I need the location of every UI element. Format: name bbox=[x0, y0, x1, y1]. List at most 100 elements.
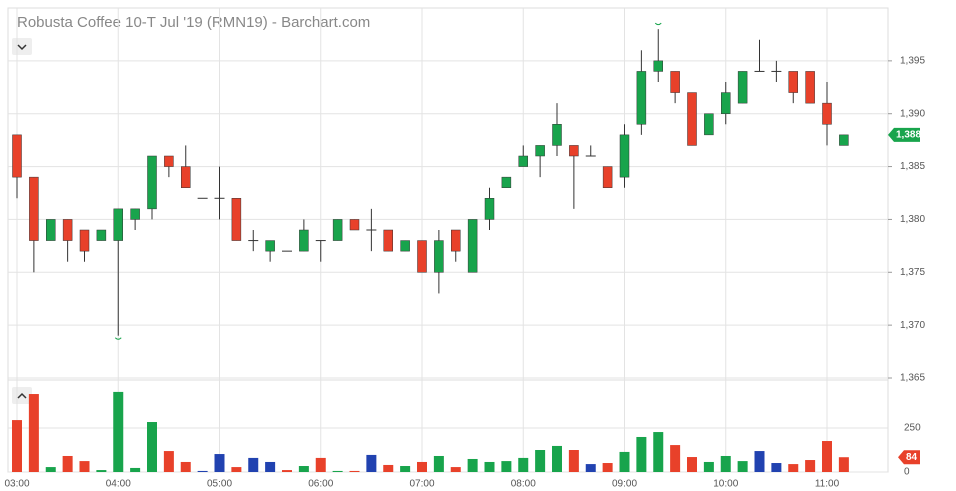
candle-body bbox=[400, 240, 410, 252]
volume-tick-label: 0 bbox=[904, 467, 910, 478]
volume-bar bbox=[417, 461, 427, 472]
y-tick-label: 1,385 bbox=[900, 161, 925, 172]
volume-bar bbox=[484, 461, 495, 472]
volume-bar bbox=[585, 464, 596, 472]
candle-body bbox=[62, 219, 73, 241]
candle-body bbox=[788, 71, 798, 93]
volume-bar bbox=[771, 463, 782, 472]
candle-body bbox=[484, 198, 495, 220]
volume-bar bbox=[62, 455, 73, 472]
candle-body bbox=[417, 240, 427, 273]
candle-body bbox=[434, 240, 444, 273]
volume-bar bbox=[315, 457, 326, 472]
candle-body bbox=[535, 145, 545, 157]
volume-bar bbox=[552, 445, 562, 472]
candle-body bbox=[46, 219, 56, 241]
volume-bar bbox=[670, 445, 681, 472]
x-tick-label: 05:00 bbox=[207, 479, 232, 490]
volume-bar bbox=[79, 461, 90, 472]
candle-body bbox=[130, 208, 140, 220]
candle-body bbox=[265, 240, 275, 252]
y-tick-label: 1,365 bbox=[900, 373, 925, 384]
volume-bar bbox=[113, 391, 124, 472]
volume-bar bbox=[602, 463, 613, 472]
candle-body bbox=[619, 134, 630, 178]
last-volume-tag-bg bbox=[898, 450, 920, 465]
volume-bar bbox=[214, 454, 225, 472]
volume-bar bbox=[501, 461, 512, 472]
last-price-tag: 1,388 bbox=[896, 129, 921, 140]
plot-frame bbox=[7, 7, 889, 473]
volume-bar bbox=[805, 460, 816, 472]
candle-body bbox=[653, 60, 663, 72]
y-tick-label: 1,380 bbox=[900, 214, 925, 225]
candle-body bbox=[822, 102, 832, 125]
volume-bar bbox=[720, 455, 731, 472]
candle-body bbox=[602, 166, 613, 188]
volume-bar bbox=[636, 436, 647, 472]
candle-body bbox=[636, 71, 647, 125]
candle-body bbox=[79, 229, 90, 252]
candle-body bbox=[737, 71, 748, 104]
candle-body bbox=[839, 134, 849, 146]
candle-body bbox=[687, 92, 697, 146]
candle-body bbox=[231, 198, 242, 241]
x-tick-label: 10:00 bbox=[713, 479, 738, 490]
volume-bar bbox=[687, 457, 697, 472]
volume-bar bbox=[96, 470, 107, 472]
candle-body bbox=[467, 219, 478, 273]
y-tick-label: 1,370 bbox=[900, 320, 925, 331]
x-tick-label: 11:00 bbox=[815, 479, 840, 490]
candle-body bbox=[181, 166, 191, 188]
volume-bar bbox=[298, 466, 309, 472]
y-tick-label: 1,395 bbox=[900, 55, 925, 66]
candle-body bbox=[451, 229, 461, 252]
volume-bar bbox=[822, 441, 832, 472]
candle-body bbox=[29, 176, 39, 241]
volume-bar bbox=[265, 461, 276, 472]
y-tick-label: 1,390 bbox=[900, 108, 925, 119]
candle-body bbox=[552, 124, 562, 146]
volume-bar bbox=[147, 422, 157, 472]
candle-body bbox=[96, 229, 107, 241]
candle-body bbox=[670, 71, 680, 93]
volume-bar bbox=[400, 466, 411, 472]
candle-body bbox=[12, 134, 22, 178]
volume-bar bbox=[433, 455, 444, 472]
volume-bar bbox=[28, 394, 39, 472]
volume-bar bbox=[568, 450, 579, 472]
volume-bar bbox=[366, 454, 377, 472]
candle-body bbox=[164, 155, 174, 167]
collapse-button[interactable] bbox=[12, 38, 32, 55]
low-marker bbox=[114, 337, 122, 340]
volume-bar bbox=[788, 464, 799, 472]
x-tick-label: 07:00 bbox=[409, 479, 434, 490]
candle-body bbox=[518, 155, 528, 167]
chart-title: Robusta Coffee 10-T Jul '19 (RMN19) - Ba… bbox=[17, 14, 370, 31]
volume-bar bbox=[467, 458, 478, 472]
volume-bar bbox=[518, 457, 529, 472]
candle-body bbox=[147, 155, 157, 210]
volume-tick-label: 250 bbox=[904, 423, 921, 434]
last-volume-tag: 84 bbox=[906, 452, 918, 463]
candle-body bbox=[332, 219, 343, 241]
candle-body bbox=[805, 71, 815, 104]
volume-bar bbox=[349, 470, 360, 472]
x-tick-label: 04:00 bbox=[106, 479, 131, 490]
candle-body bbox=[704, 113, 714, 136]
volume-bar bbox=[838, 457, 849, 472]
volume-bar bbox=[197, 470, 208, 472]
x-tick-label: 03:00 bbox=[4, 479, 29, 490]
volume-bar bbox=[180, 461, 191, 472]
volume-bar bbox=[703, 461, 714, 472]
volume-bar bbox=[231, 467, 242, 472]
volume-bar bbox=[12, 420, 22, 472]
volume-bar bbox=[450, 467, 461, 472]
x-tick-label: 08:00 bbox=[511, 479, 536, 490]
candle-body bbox=[721, 92, 731, 114]
candle-body bbox=[383, 229, 393, 252]
x-tick-label: 06:00 bbox=[308, 479, 333, 490]
candle-body bbox=[299, 229, 309, 252]
